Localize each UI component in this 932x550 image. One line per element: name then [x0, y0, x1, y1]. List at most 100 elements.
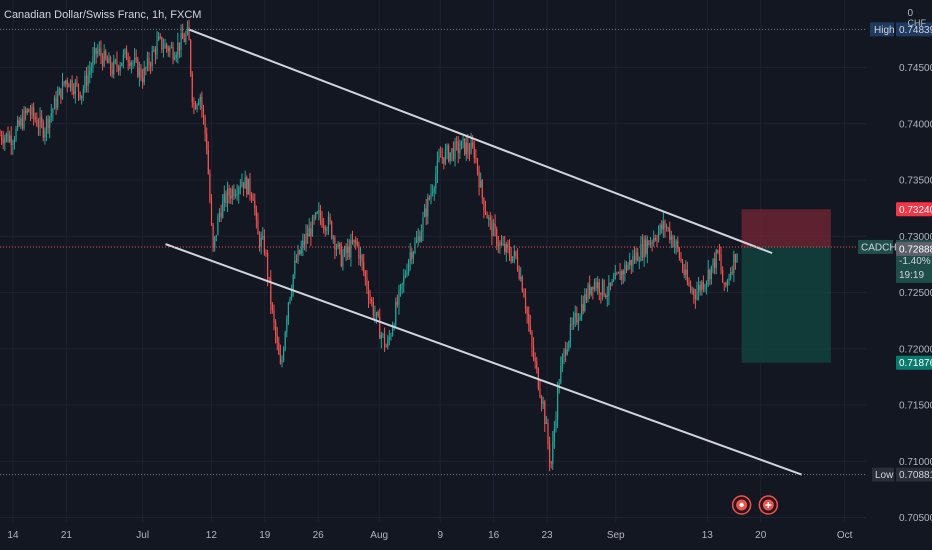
candle-body: [185, 34, 187, 42]
candle-body: [76, 82, 78, 85]
candle-body: [238, 187, 240, 195]
candle-body: [689, 285, 692, 290]
time-tick-label: Sep: [607, 530, 625, 541]
candle-body: [321, 218, 323, 227]
position-zones[interactable]: [741, 209, 831, 363]
symbol-label-bg: [858, 239, 893, 254]
candle-body: [73, 90, 75, 95]
high-label-bg: [870, 22, 894, 37]
candle-body: [222, 201, 224, 218]
candle-body: [327, 216, 330, 230]
candle-body: [39, 116, 41, 128]
candle-body: [239, 186, 241, 188]
candle-body: [159, 36, 161, 38]
candle-body: [560, 365, 562, 384]
candle-body: [619, 272, 621, 280]
candle-body: [7, 133, 9, 142]
time-tick-label: 21: [61, 530, 73, 541]
candle-body: [161, 36, 163, 50]
candle-body: [532, 346, 535, 358]
candle-body: [74, 82, 76, 95]
time-tick-label: Jul: [136, 530, 149, 541]
candle-body: [637, 252, 639, 262]
price-tick-label: 0.73000: [899, 232, 932, 243]
candle-body: [536, 361, 538, 369]
candle-body: [565, 349, 567, 355]
candle-body: [318, 210, 320, 213]
candle-body: [611, 280, 613, 286]
candle-body: [31, 106, 33, 115]
candle-body: [226, 188, 229, 204]
candle-body: [465, 142, 467, 155]
candle-body: [444, 150, 447, 164]
price-tick-label: 0.73500: [899, 176, 932, 187]
candle-body: [696, 291, 698, 300]
candle-body: [395, 301, 397, 325]
candle-series: [0, 19, 738, 472]
candle-body: [353, 239, 355, 243]
candle-body: [138, 67, 140, 77]
candle-body: [47, 118, 49, 129]
candle-body: [379, 316, 381, 339]
candle-body: [236, 194, 238, 196]
candle-body: [347, 246, 349, 254]
candle-body: [180, 33, 182, 50]
candle-body: [616, 273, 618, 275]
candle-body: [432, 192, 434, 194]
candle-body: [499, 242, 501, 246]
candle-body: [287, 302, 290, 318]
candle-body: [34, 117, 36, 120]
candle-body: [428, 197, 431, 199]
candle-body: [127, 59, 129, 62]
candle-body: [699, 284, 701, 291]
candle-body: [207, 150, 209, 174]
candle-body: [614, 273, 616, 280]
candle-body: [348, 246, 350, 257]
candle-body: [411, 252, 413, 259]
candle-body: [438, 156, 440, 161]
candle-body: [505, 243, 507, 253]
candle-body: [624, 264, 626, 275]
candle-body: [632, 256, 634, 266]
candle-body: [311, 217, 314, 237]
candle-body: [701, 281, 703, 291]
candle-body: [44, 131, 46, 138]
candle-body: [510, 255, 512, 262]
candle-body: [603, 279, 605, 296]
time-axis[interactable]: 14 21 Jul 12 19 26 Aug 9 16 23 Sep 13 20 Oct: [7, 530, 852, 541]
candle-body: [125, 49, 128, 60]
price-tick-label: 0.71500: [899, 401, 932, 412]
price-tags: High0.748390.73240CADCHF0.72905-1.40%19:…: [858, 22, 932, 482]
time-tick-label: Oct: [837, 530, 853, 541]
candle-body: [715, 250, 717, 269]
candle-body: [635, 252, 637, 261]
candle-body: [82, 88, 84, 96]
axis-corner: 0 CHF: [908, 8, 927, 28]
candle-body: [316, 212, 318, 214]
candle-body: [731, 272, 733, 274]
candle-body: [319, 210, 322, 219]
candle-body: [367, 288, 370, 299]
candle-body: [289, 297, 291, 303]
symbol-title[interactable]: Canadian Dollar/Swiss Franc, 1h, FXCM: [4, 9, 202, 21]
candle-body: [419, 236, 421, 242]
target-value-bg: [896, 355, 932, 370]
low-value: 0.70881: [899, 470, 932, 481]
event-markers[interactable]: [731, 495, 779, 515]
candle-body: [279, 354, 282, 364]
price-axis[interactable]: 0.70500 0.71000 0.71500 0.72000 0.72500 0.730…: [899, 63, 932, 524]
candle-body: [122, 53, 124, 63]
candle-body: [396, 301, 398, 305]
candle-body: [196, 104, 198, 110]
candle-body: [484, 210, 487, 214]
candle-body: [90, 67, 92, 71]
trend-channel[interactable]: [165, 28, 803, 476]
price-tick-label: 0.74000: [899, 119, 932, 130]
candle-body: [677, 241, 679, 249]
candle-body: [292, 274, 294, 291]
candle-body: [291, 290, 293, 298]
candle-body: [332, 237, 334, 239]
candle-body: [294, 260, 296, 275]
candle-body: [548, 443, 551, 462]
